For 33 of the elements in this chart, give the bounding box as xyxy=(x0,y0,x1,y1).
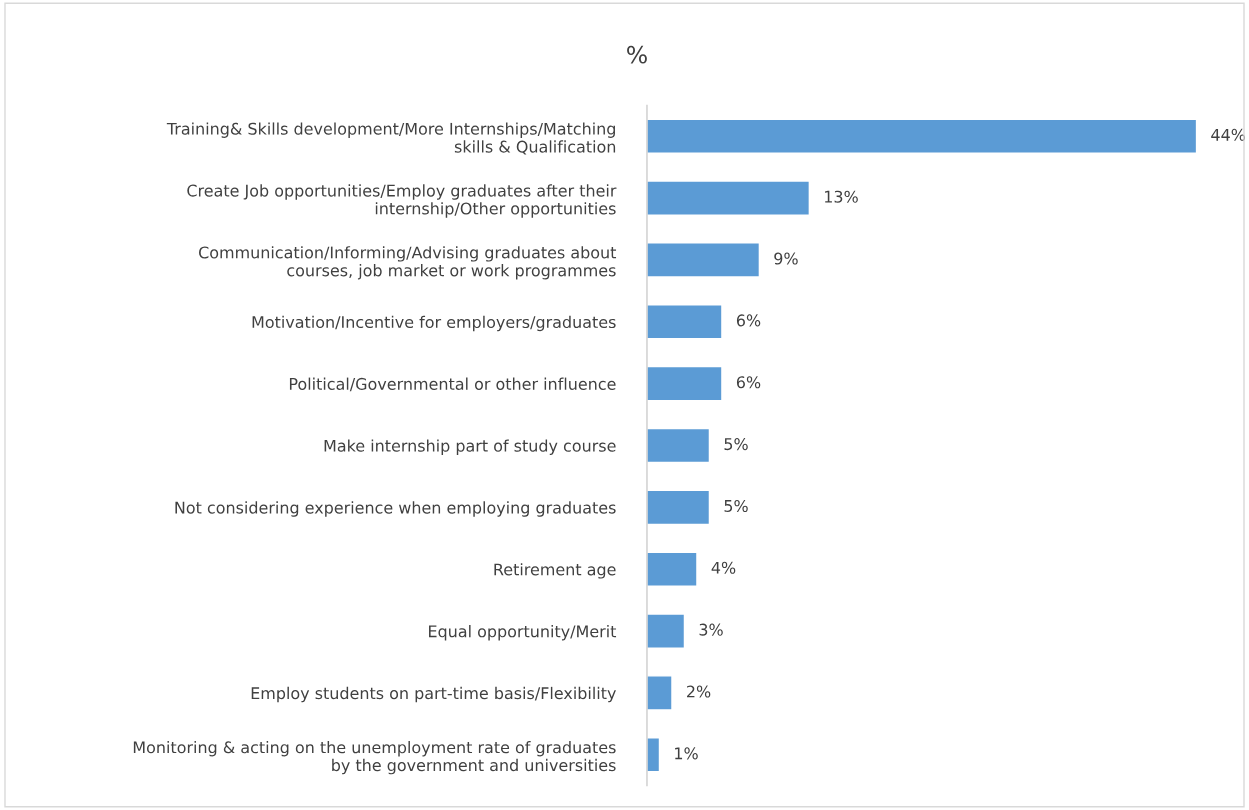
bar xyxy=(646,613,686,649)
data-label: 1% xyxy=(675,747,698,760)
y-tick-label: Not considering experience when employing graduates xyxy=(175,501,616,517)
y-tick-label: Monitoring & acting on the unemployment rate of graduates by the government and universities xyxy=(133,740,616,775)
bar xyxy=(646,675,673,711)
y-tick-label: Retirement age xyxy=(494,563,616,579)
bar xyxy=(646,304,723,340)
chart-title: % xyxy=(627,45,647,64)
bar xyxy=(646,365,723,402)
y-tick-label: Training& Skills development/More Internships/Matching skills & Qualification xyxy=(166,122,616,155)
data-label: 2% xyxy=(687,685,711,698)
data-label: 4% xyxy=(711,561,736,574)
bar xyxy=(646,551,698,587)
bar xyxy=(646,118,1198,154)
y-tick-label: Create Job opportunities/Employ graduates after their internship/Other opportunities xyxy=(187,184,617,218)
data-label: 5% xyxy=(724,438,748,451)
data-label: 9% xyxy=(774,252,798,265)
data-label: 13% xyxy=(825,190,858,203)
data-label: 44% xyxy=(1211,128,1246,141)
y-tick-label: Equal opportunity/Merit xyxy=(429,625,617,641)
y-tick-label: Make internship part of study course xyxy=(324,439,616,455)
bar xyxy=(646,489,711,526)
y-tick-label: Communication/Informing/Advising graduates about courses, job market or work programmes xyxy=(199,246,617,280)
data-label: 6% xyxy=(736,314,761,327)
data-label: 3% xyxy=(699,623,723,636)
bar xyxy=(646,427,711,464)
bar xyxy=(646,242,761,278)
data-label: 5% xyxy=(724,499,748,512)
y-tick-label: Motivation/Incentive for employers/graduates xyxy=(252,315,616,332)
bar xyxy=(646,180,811,216)
y-tick-label: Political/Governmental or other influence xyxy=(289,377,616,392)
y-tick-label: Employ students on part-time basis/Flexibility xyxy=(251,686,616,703)
data-label: 6% xyxy=(736,376,761,389)
